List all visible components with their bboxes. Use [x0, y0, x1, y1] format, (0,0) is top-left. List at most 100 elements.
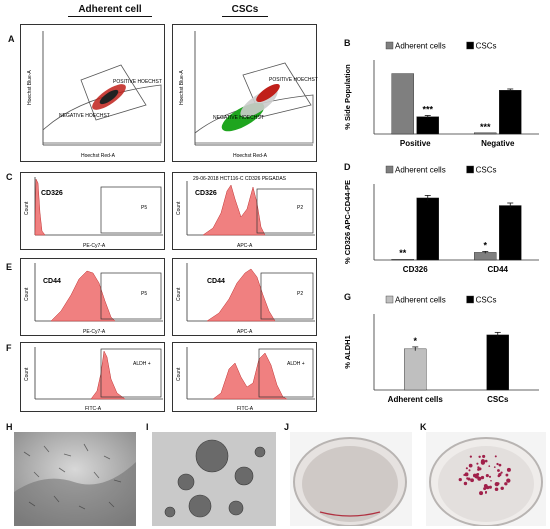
colony-dot — [482, 454, 486, 458]
colony-dot — [497, 469, 500, 472]
cell-cluster-red — [256, 83, 280, 103]
dotplot-adherent: POSITIVE HOECHST NEGATIVE HOECHST Hoechs… — [20, 24, 165, 162]
panel-letter-d: D — [344, 162, 351, 172]
column-header-cscs: CSCs — [180, 4, 310, 17]
colony-dot — [480, 475, 485, 480]
colony-dot — [490, 479, 492, 482]
colony-dot — [476, 462, 479, 465]
histogram-cd326-adherent: CD326 P5 PE-Cy7-A Count — [20, 172, 165, 250]
colony-dot — [483, 487, 487, 491]
x-axis-label: PE-Cy7-A — [83, 329, 106, 335]
chart-d-cd326-cd44: Adherent cells CSCs % CD326 APC-CD44-PE ** C… — [343, 165, 539, 274]
y-axis-label: Count — [24, 287, 30, 301]
histogram-peak — [34, 178, 46, 236]
gate-negative-label: NEGATIVE HOECHST — [59, 113, 110, 119]
marker-label: CD326 — [41, 190, 63, 197]
histogram-peak — [202, 184, 266, 236]
colony-dot — [477, 466, 480, 469]
colony-dot — [493, 466, 496, 468]
cell-cluster-core — [99, 89, 119, 105]
column-header-adherent: Adherent cell — [55, 4, 165, 17]
colony-dot — [500, 471, 503, 474]
x-axis-label: Hoechst Red-A — [81, 153, 116, 159]
colony-dot — [476, 473, 479, 476]
histogram-cd44-cscs: CD44 P2 APC-A Count — [172, 258, 317, 336]
colony-dot — [488, 475, 492, 478]
x-axis-label: FITC-A — [85, 406, 102, 412]
panel-letter-k: K — [420, 422, 427, 432]
bar — [416, 197, 439, 261]
gate-positive-label: POSITIVE HOECHST — [269, 77, 318, 83]
colony-dot — [496, 462, 499, 466]
x-axis-label: Hoechst Red-A — [233, 153, 268, 159]
gate-label: P5 — [141, 291, 147, 297]
gate-box — [100, 272, 162, 320]
category-label: Positive — [400, 139, 431, 148]
legend-swatch — [385, 165, 394, 174]
x-axis-label: PE-Cy7-A — [83, 243, 106, 249]
colony-dot — [472, 473, 477, 478]
colony-dot — [465, 467, 468, 470]
chart-g-aldh1: Adherent cells CSCs % ALDH1 * Adherent cells… — [343, 295, 539, 404]
colony-dot — [494, 487, 499, 492]
gate-label: P2 — [297, 291, 303, 297]
panel-letter-a: A — [8, 34, 15, 44]
colony-dot — [498, 472, 502, 477]
legend-swatch — [385, 41, 394, 50]
panel-letter-j: J — [284, 422, 290, 432]
y-axis-label: Count — [24, 367, 30, 381]
panel-letter-i: I — [146, 422, 149, 432]
bar — [391, 259, 414, 261]
histogram-cd326-cscs: 29-06-2018 HCT116-C CD326 PEGADAS CD326 … — [172, 172, 317, 250]
category-label: CD44 — [488, 265, 509, 274]
legend-swatch — [385, 295, 394, 304]
histogram-cd44-adherent: CD44 P5 PE-Cy7-A Count — [20, 258, 165, 336]
colony-dot — [458, 477, 462, 482]
colony-dot — [505, 473, 509, 477]
y-axis-label: % CD326 APC-CD44-PE — [343, 180, 352, 264]
legend-swatch — [466, 41, 474, 50]
colony-dot — [468, 469, 471, 472]
sample-header: 29-06-2018 HCT116-C CD326 PEGADAS — [193, 176, 287, 182]
gate-label: ALDH + — [287, 361, 305, 367]
colony-dot — [494, 455, 497, 458]
category-label: CSCs — [487, 395, 509, 404]
colony-dot — [488, 465, 491, 467]
category-label: Adherent cells — [388, 395, 444, 404]
panel-letter-f: F — [6, 343, 12, 353]
significance-label: *** — [480, 122, 491, 132]
y-axis-label: Hoechst Blue-A — [27, 70, 33, 105]
panel-letter-c: C — [6, 172, 13, 182]
legend-swatch — [466, 165, 474, 174]
photo-j-well-adherent — [290, 432, 412, 526]
gate-label: P5 — [141, 205, 147, 211]
gate-positive-label: POSITIVE HOECHST — [113, 79, 162, 85]
significance-label: ** — [399, 248, 407, 258]
panel-letter-e: E — [6, 262, 13, 272]
gate-box — [260, 272, 314, 320]
gate-negative-label: NEGATIVE HOECHST — [213, 115, 264, 121]
gate-box — [100, 186, 162, 234]
category-label: CD326 — [403, 265, 428, 274]
photo-k-well-cscs — [426, 432, 546, 526]
marker-label: CD44 — [207, 278, 225, 285]
colony-dot — [506, 478, 511, 483]
colony-dot — [498, 463, 502, 467]
bar — [391, 73, 414, 135]
x-axis-label: APC-A — [237, 329, 253, 335]
y-axis-label: % Side Population — [343, 64, 352, 130]
gate-positive — [80, 64, 147, 121]
colony-dot — [483, 483, 488, 488]
photo-h-adherent-cells — [14, 432, 136, 526]
gate-box — [256, 188, 314, 234]
chart-b-side-population: Adherent cells CSCs % Side Population *** Po… — [343, 41, 539, 148]
colony-dot — [477, 468, 480, 471]
x-axis-label: APC-A — [237, 243, 253, 249]
dotplot-cscs: POSITIVE HOECHST NEGATIVE HOECHST Hoechs… — [172, 24, 318, 162]
y-axis-label: % ALDH1 — [343, 335, 352, 368]
bar — [416, 116, 439, 135]
gate-box — [100, 348, 162, 398]
significance-label: * — [413, 336, 417, 346]
gate-label: ALDH + — [133, 361, 151, 367]
histogram-aldh-cscs: ALDH + FITC-A Count — [172, 342, 317, 412]
